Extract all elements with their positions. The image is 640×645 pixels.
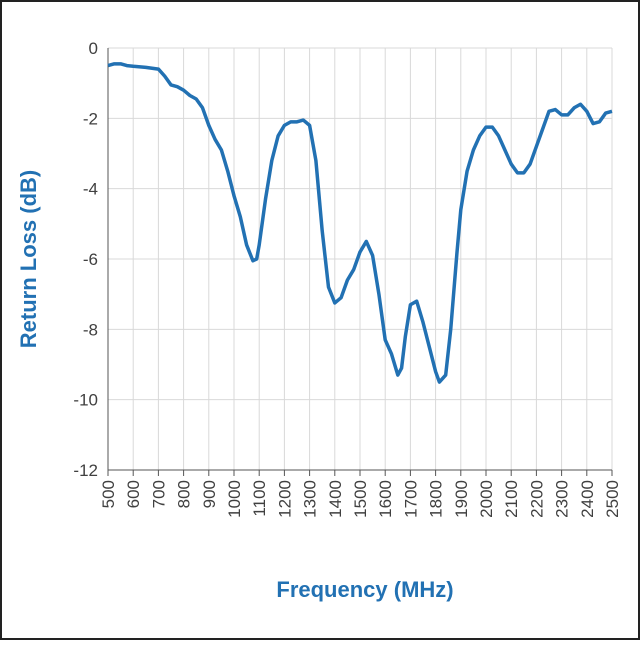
- x-tick-label: 1700: [401, 480, 420, 518]
- y-axis-title: Return Loss (dB): [16, 170, 41, 348]
- x-tick-label: 1500: [351, 480, 370, 518]
- x-tick-label: 900: [200, 480, 219, 508]
- y-tick-label: -8: [83, 320, 98, 339]
- y-tick-label: 0: [89, 39, 98, 58]
- x-tick-label: 1300: [301, 480, 320, 518]
- x-tick-label: 1800: [427, 480, 446, 518]
- x-tick-label: 1100: [250, 480, 269, 517]
- data-line: [107, 62, 613, 384]
- x-tick-label: 1400: [326, 480, 345, 518]
- x-tick-label: 500: [99, 480, 118, 508]
- x-tick-label: 600: [124, 480, 143, 508]
- y-tick-label: -2: [83, 109, 98, 128]
- x-tick-label: 2000: [477, 480, 496, 518]
- x-axis-title: Frequency (MHz): [276, 577, 453, 602]
- x-tick-label: 1200: [275, 480, 294, 518]
- x-tick-label: 2500: [603, 480, 622, 518]
- y-tick-label: -10: [73, 391, 98, 410]
- x-tick-label: 1900: [452, 480, 471, 518]
- x-tick-label: 700: [149, 480, 168, 508]
- x-tick-label: 2400: [578, 480, 597, 518]
- x-tick-label: 2300: [553, 480, 572, 518]
- y-tick-label: -6: [83, 250, 98, 269]
- x-tick-label: 2200: [527, 480, 546, 518]
- y-tick-label: -4: [83, 180, 98, 199]
- x-tick-label: 2100: [502, 480, 521, 518]
- y-tick-label: -12: [73, 461, 98, 480]
- x-tick-label: 800: [175, 480, 194, 508]
- x-tick-label: 1600: [376, 480, 395, 518]
- x-tick-label: 1000: [225, 480, 244, 518]
